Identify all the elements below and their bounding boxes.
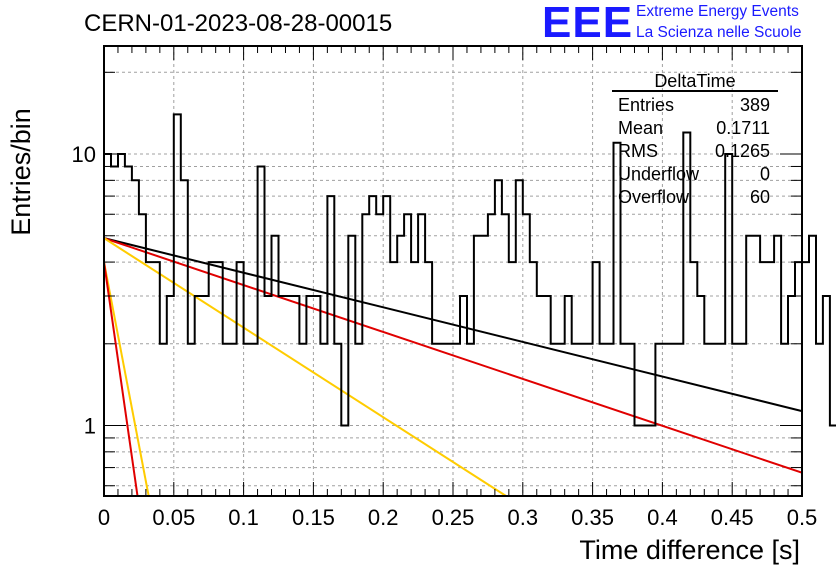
histogram-series (104, 113, 836, 427)
x-tick-label: 0.25 (432, 505, 475, 530)
eee-logo: EEE (542, 0, 634, 47)
x-axis-label: Time difference [s] (579, 535, 800, 565)
stats-row: RMS 0.1265 (612, 140, 778, 163)
axis-tick-labels: 0 0.05 0.1 0.15 0.2 0.25 0.3 0.35 0.4 0.45 0.5 1 10 (72, 142, 818, 530)
logo-line-2: La Scienza nelle Scuole (636, 24, 802, 41)
stats-label: Mean (618, 118, 664, 138)
stats-row: Mean 0.1711 (612, 117, 778, 140)
x-tick-label: 0.1 (228, 505, 259, 530)
stats-label: Entries (618, 95, 675, 115)
stats-title: DeltaTime (612, 72, 778, 92)
x-tick-label: 0 (98, 505, 110, 530)
y-tick-label: 1 (84, 414, 96, 439)
fit-curves (103, 237, 803, 497)
fit-line (103, 237, 803, 474)
x-tick-label: 0.45 (711, 505, 754, 530)
fit-line (103, 237, 507, 497)
x-tick-label: 0.35 (571, 505, 614, 530)
axis-ticks (103, 46, 803, 496)
stats-value: 0.1711 (716, 118, 770, 138)
fit-line (103, 261, 150, 497)
fit-line (103, 261, 139, 497)
x-tick-label: 0.3 (508, 505, 539, 530)
x-tick-label: 0.2 (368, 505, 399, 530)
stats-value: 389 (739, 95, 770, 115)
stats-label: Overflow (618, 187, 690, 207)
y-tick-label: 10 (72, 142, 96, 167)
stats-label: Underflow (618, 164, 700, 184)
x-tick-label: 0.4 (647, 505, 678, 530)
stats-box: DeltaTime Entries 389 Mean 0.1711 RMS 0.… (612, 72, 778, 209)
stats-row: Underflow 0 (612, 163, 778, 186)
stats-value: 60 (749, 187, 770, 207)
stats-label: RMS (618, 141, 658, 161)
x-tick-label: 0.05 (152, 505, 195, 530)
chart-title: CERN-01-2023-08-28-00015 (84, 10, 393, 37)
logo-line-1: Extreme Energy Events (636, 3, 799, 20)
x-tick-label: 0.5 (787, 505, 818, 530)
stats-row: Overflow 60 (612, 186, 778, 209)
stats-row: Entries 389 (612, 94, 778, 117)
y-axis-label: Entries/bin (6, 108, 36, 236)
x-tick-label: 0.15 (292, 505, 335, 530)
stats-value: 0 (759, 164, 770, 184)
stats-value: 0.1265 (714, 141, 770, 161)
fit-line (103, 237, 803, 413)
